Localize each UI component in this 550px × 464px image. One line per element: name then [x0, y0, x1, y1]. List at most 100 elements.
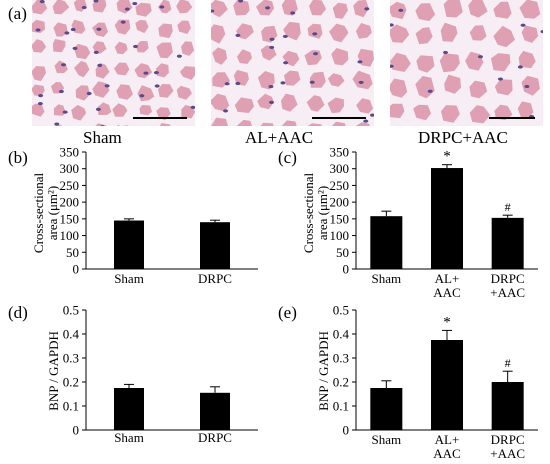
muscle-fiber	[122, 125, 129, 126]
muscle-fiber	[139, 105, 152, 116]
bar	[370, 216, 403, 269]
bar	[491, 382, 524, 430]
nucleus	[524, 84, 530, 89]
x-tick-label: DRPC	[198, 271, 232, 286]
nucleus	[72, 46, 78, 51]
nucleus	[290, 11, 296, 15]
muscle-fiber	[519, 0, 541, 19]
muscle-fiber	[112, 103, 128, 117]
nucleus	[312, 32, 318, 36]
y-tick-label: 0	[73, 262, 80, 277]
muscle-fiber	[257, 71, 275, 90]
muscle-fiber	[469, 80, 488, 99]
muscle-fiber	[517, 101, 534, 119]
x-tick-label: DRPC	[491, 271, 525, 286]
muscle-fiber	[355, 122, 370, 126]
muscle-fiber	[260, 45, 277, 61]
significance-mark: *	[443, 314, 451, 330]
nucleus	[95, 107, 101, 111]
muscle-fiber	[97, 102, 112, 115]
y-tick-label: 150	[60, 211, 80, 226]
micrograph-al-aac	[211, 0, 374, 126]
muscle-fiber	[114, 62, 130, 76]
nucleus	[398, 8, 404, 12]
x-tick-label: +AAC	[490, 446, 525, 461]
nucleus	[364, 7, 370, 11]
nucleus	[70, 27, 76, 32]
muscle-fiber	[92, 41, 107, 54]
y-tick-label: 0.1	[333, 399, 349, 414]
y-tick-label: 0.4	[333, 327, 350, 342]
nucleus	[54, 122, 60, 126]
y-tick-label: 0	[343, 423, 350, 438]
scale-bar	[312, 117, 366, 119]
y-tick-label: 0.3	[333, 351, 349, 366]
panel-letter: (e)	[278, 303, 297, 322]
nucleus	[283, 61, 289, 65]
nucleus	[313, 52, 319, 56]
y-axis-label: area (μm²)	[315, 186, 330, 241]
muscle-fiber	[156, 63, 169, 78]
nucleus	[62, 110, 68, 114]
caption-al-aac: AL+AAC	[245, 128, 314, 147]
y-axis-label: Cross-sectional	[31, 173, 46, 254]
x-tick-label: AAC	[433, 285, 460, 300]
muscle-fiber	[211, 24, 226, 44]
nucleus	[370, 113, 374, 117]
muscle-fiber	[114, 41, 128, 55]
y-tick-label: 0.3	[63, 351, 79, 366]
significance-mark: #	[505, 356, 511, 370]
muscle-fiber	[32, 19, 45, 33]
y-tick-label: 200	[60, 195, 80, 210]
nucleus	[124, 7, 130, 11]
muscle-fiber	[52, 0, 70, 15]
nucleus	[96, 27, 102, 31]
muscle-fiber	[352, 70, 373, 90]
x-tick-label: AL+	[435, 271, 460, 286]
muscle-fiber	[327, 73, 345, 87]
muscle-fiber	[415, 27, 433, 45]
muscle-fiber	[95, 123, 107, 126]
nucleus	[269, 37, 275, 41]
nucleus	[357, 60, 363, 64]
nucleus	[309, 80, 315, 84]
muscle-fiber	[32, 103, 45, 117]
muscle-fiber	[469, 105, 491, 124]
x-tick-label: Sham	[372, 271, 402, 286]
scale-bar	[133, 117, 187, 119]
y-tick-label: 350	[60, 145, 80, 160]
muscle-fiber	[233, 0, 250, 16]
muscle-fiber	[440, 22, 458, 42]
y-tick-label: 250	[330, 178, 350, 193]
nucleus	[211, 9, 215, 13]
muscle-fiber	[390, 1, 407, 20]
muscle-fiber	[444, 74, 461, 94]
muscle-fiber	[468, 0, 488, 18]
y-axis-label: area (μm²)	[45, 186, 60, 241]
y-axis-label-group: Cross-sectional area (μm²)	[301, 173, 330, 254]
micrograph-sham	[32, 0, 195, 126]
muscle-fiber	[307, 123, 322, 126]
nucleus	[517, 65, 523, 69]
x-tick-label: +AAC	[490, 285, 525, 300]
muscle-fiber	[494, 79, 513, 96]
muscle-fiber	[92, 0, 107, 13]
muscle-fiber	[415, 3, 436, 22]
y-tick-label: 0	[343, 262, 350, 277]
y-tick-label: 100	[60, 228, 80, 243]
muscle-fiber	[390, 103, 405, 119]
muscle-fiber	[135, 2, 152, 17]
muscle-fiber	[282, 120, 297, 126]
muscle-fiber	[331, 121, 346, 126]
x-tick-label: Sham	[114, 271, 144, 286]
y-tick-label: 100	[330, 228, 350, 243]
muscle-fiber	[353, 0, 369, 18]
nucleus	[238, 0, 244, 3]
nucleus	[153, 70, 159, 75]
histology-image	[32, 0, 195, 126]
y-tick-label: 0	[73, 423, 80, 438]
panel-letter: (d)	[8, 303, 28, 322]
nucleus	[39, 0, 45, 4]
